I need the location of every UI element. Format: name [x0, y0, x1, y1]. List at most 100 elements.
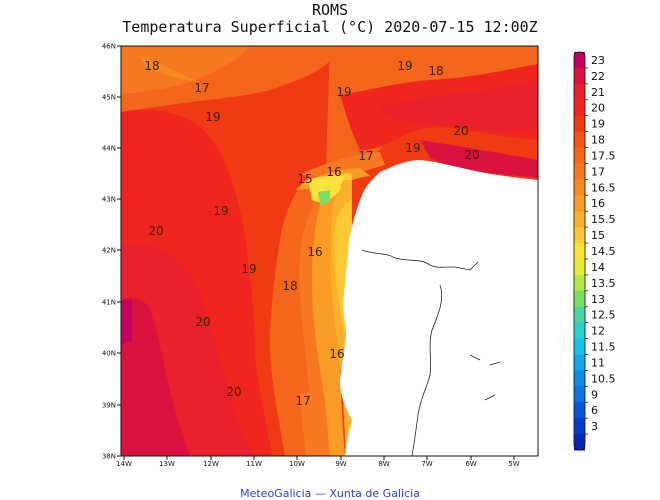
contour-label: 19: [205, 110, 220, 124]
lon-tick-label: 10W: [289, 460, 305, 468]
colorbar-label: 20: [591, 102, 605, 115]
lon-tick-label: 8W: [378, 460, 389, 468]
contour-label: 16: [326, 165, 341, 179]
colorbar-label: 10.5: [591, 372, 616, 385]
colorbar-swatch: [574, 290, 585, 308]
colorbar-swatch: [574, 211, 585, 228]
colorbar-swatch: [574, 354, 585, 371]
contour-label: 18: [144, 59, 159, 73]
colorbar-swatch: [574, 67, 585, 85]
contour-label: 19: [397, 59, 412, 73]
lon-tick-label: 13W: [159, 460, 175, 468]
lat-tick-label: 39N: [102, 402, 116, 410]
colorbar-label: 13: [591, 293, 605, 306]
contour-label: 19: [405, 141, 420, 155]
colorbar-label: 19: [591, 118, 605, 131]
colorbar-swatch: [574, 402, 585, 419]
colorbar-swatch: [574, 147, 585, 164]
credit-footer: MeteoGalicia — Xunta de Galicia: [240, 487, 420, 500]
colorbar-label: 22: [591, 70, 605, 83]
colorbar-label: 16: [591, 197, 605, 210]
temperature-field: [121, 46, 538, 456]
lon-tick-label: 5W: [508, 460, 519, 468]
contour-label: 19: [213, 204, 228, 218]
contour-label: 17: [295, 394, 310, 408]
contour-label: 19: [336, 85, 351, 99]
contour-label: 17: [358, 149, 373, 163]
lat-tick-label: 41N: [102, 299, 116, 307]
colorbar-swatch: [574, 306, 585, 324]
longitude-axis: 14W 13W 12W 11W 10W 9W 8W 7W 6W 5W: [116, 456, 520, 468]
colorbar-label: 12: [591, 325, 605, 338]
colorbar: 23 22 21 20 19 18 17.5 17 16.5 16 15.5 15 14.5 14 13.5…: [573, 51, 616, 451]
lat-tick-label: 42N: [102, 247, 116, 255]
colorbar-label: 14: [591, 261, 605, 274]
colorbar-swatch: [574, 386, 585, 403]
colorbar-label: 11: [591, 356, 605, 369]
lon-tick-label: 12W: [203, 460, 219, 468]
colorbar-swatch: [574, 338, 585, 355]
colorbar-label: 14.5: [591, 245, 616, 258]
lon-tick-label: 9W: [335, 460, 346, 468]
colorbar-label: 15.5: [591, 213, 616, 226]
colorbar-label: 6: [591, 404, 598, 417]
colorbar-swatch: [574, 195, 585, 212]
lon-tick-label: 6W: [465, 460, 476, 468]
colorbar-label: 23: [591, 54, 605, 67]
contour-label: 20: [148, 224, 163, 238]
contour-label: 19: [241, 262, 256, 276]
colorbar-swatch: [574, 258, 585, 276]
colorbar-swatch: [574, 115, 585, 133]
colorbar-swatch: [574, 274, 585, 292]
contour-label: 20: [464, 148, 479, 162]
colorbar-label: 3: [591, 420, 598, 433]
colorbar-label: 17: [591, 165, 605, 178]
colorbar-outline: [573, 51, 586, 451]
lat-tick-label: 44N: [102, 145, 116, 153]
contour-label: 18: [282, 279, 297, 293]
lat-tick-label: 43N: [102, 196, 116, 204]
colorbar-label: 17.5: [591, 149, 616, 162]
contour-label: 15: [297, 172, 312, 186]
contour-label: 18: [428, 64, 443, 78]
lon-tick-label: 11W: [246, 460, 262, 468]
colorbar-label: 11.5: [591, 341, 616, 354]
colorbar-swatch: [574, 83, 585, 101]
lat-tick-label: 45N: [102, 94, 116, 102]
lon-tick-label: 7W: [421, 460, 432, 468]
colorbar-swatch: [574, 52, 585, 69]
contour-label: 20: [226, 385, 241, 399]
lat-tick-label: 38N: [102, 453, 116, 461]
colorbar-label: 21: [591, 86, 605, 99]
map-frame: [120, 45, 539, 457]
lon-tick-label: 14W: [116, 460, 132, 468]
contour-label: 17: [194, 81, 209, 95]
map-title: Temperatura Superficial (°C) 2020-07-15 …: [122, 18, 538, 36]
contour-label: 16: [307, 245, 322, 259]
colorbar-swatch: [574, 370, 585, 387]
colorbar-swatch: [574, 163, 585, 180]
contour-labels: 18 17 19 18 19 19 20 19 20 17 16 15 19 20 16 19 18 20 16 20…: [144, 59, 479, 408]
contour-label: 20: [195, 315, 210, 329]
colorbar-swatch: [574, 418, 585, 435]
colorbar-swatch: [574, 227, 585, 244]
lat-tick-label: 40N: [102, 350, 116, 358]
contour-label: 16: [329, 347, 344, 361]
colorbar-swatch: [574, 99, 585, 117]
lat-tick-label: 46N: [102, 43, 116, 51]
colorbar-label: 15: [591, 229, 605, 242]
colorbar-swatch: [574, 434, 585, 451]
colorbar-label: 12.5: [591, 309, 616, 322]
colorbar-swatch: [574, 243, 585, 260]
colorbar-swatch: [574, 131, 585, 149]
colorbar-swatch: [574, 322, 585, 340]
contour-label: 20: [453, 124, 468, 138]
model-title: ROMS: [311, 1, 349, 19]
colorbar-label: 16.5: [591, 181, 616, 194]
colorbar-swatch: [574, 179, 585, 196]
colorbar-label: 9: [591, 388, 598, 401]
colorbar-label: 18: [591, 134, 605, 147]
colorbar-label: 13.5: [591, 277, 616, 290]
latitude-axis: 46N 45N 44N 43N 42N 41N 40N 39N 38N: [102, 43, 121, 461]
